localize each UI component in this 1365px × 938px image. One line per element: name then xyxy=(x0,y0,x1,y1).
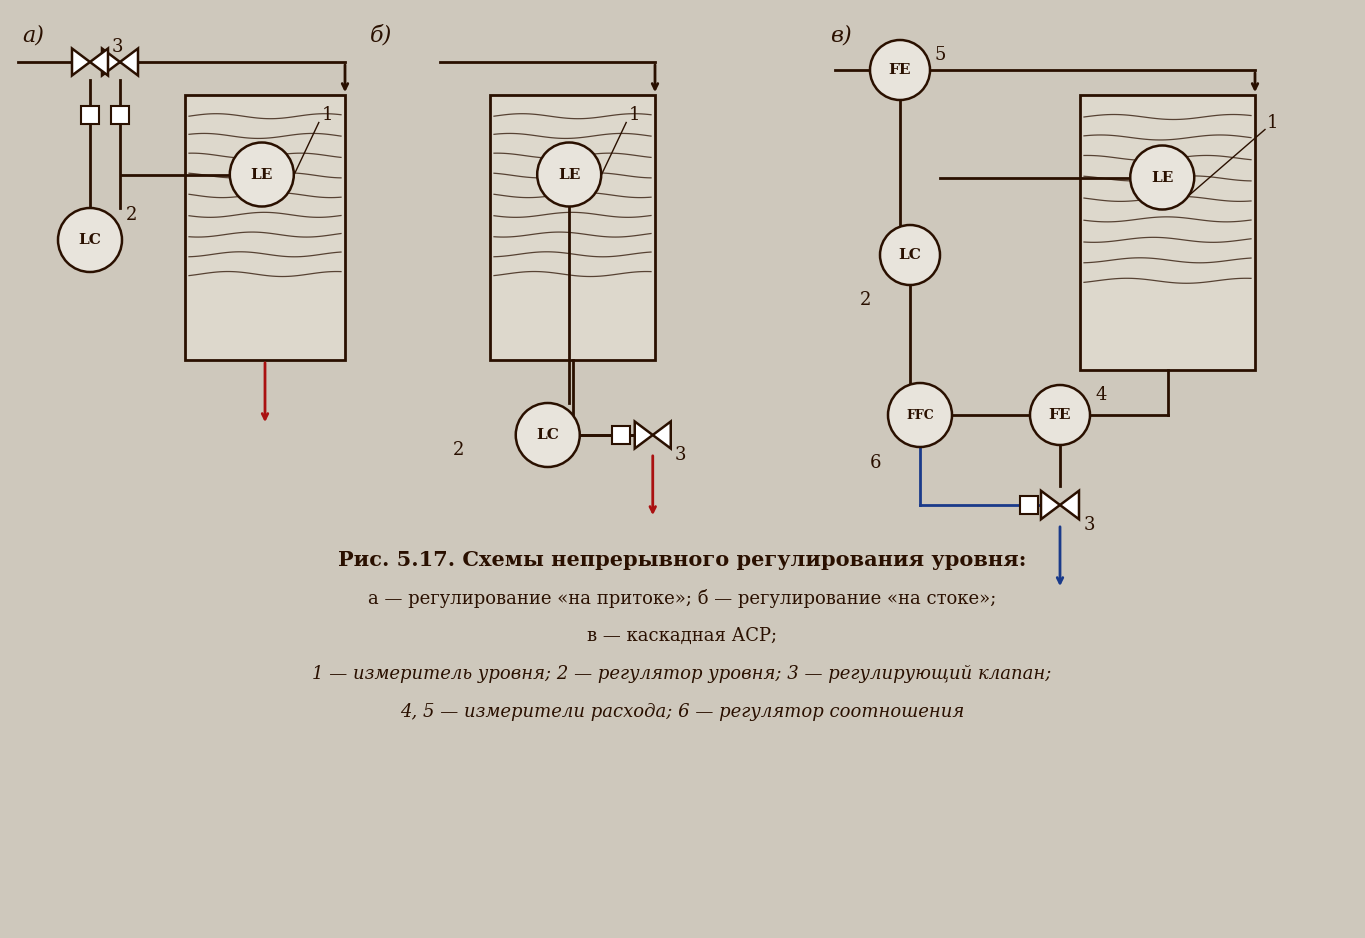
Text: а — регулирование «на притоке»; б — регулирование «на стоке»;: а — регулирование «на притоке»; б — регу… xyxy=(367,588,996,608)
Text: 2: 2 xyxy=(860,291,871,309)
Circle shape xyxy=(1130,145,1194,209)
Text: 2: 2 xyxy=(453,441,464,459)
Circle shape xyxy=(57,208,121,272)
Text: в — каскадная АСР;: в — каскадная АСР; xyxy=(587,627,777,645)
Text: LE: LE xyxy=(1151,171,1174,185)
Text: FE: FE xyxy=(1048,408,1072,422)
Text: в): в) xyxy=(830,24,852,46)
Polygon shape xyxy=(635,421,652,448)
Text: 6: 6 xyxy=(870,454,882,472)
Text: 5: 5 xyxy=(935,46,946,64)
Bar xyxy=(1080,95,1254,370)
Text: 4, 5 — измерители расхода; 6 — регулятор соотношения: 4, 5 — измерители расхода; 6 — регулятор… xyxy=(400,703,964,721)
Circle shape xyxy=(538,143,601,206)
Text: FFC: FFC xyxy=(906,409,934,421)
Polygon shape xyxy=(652,421,670,448)
Text: 1: 1 xyxy=(1267,113,1279,131)
Bar xyxy=(81,106,100,124)
Text: 1: 1 xyxy=(629,105,640,124)
Text: LC: LC xyxy=(79,233,101,247)
Text: LE: LE xyxy=(251,168,273,181)
Circle shape xyxy=(889,383,951,447)
Text: а): а) xyxy=(22,24,44,46)
Bar xyxy=(1020,496,1037,514)
Text: FE: FE xyxy=(889,63,912,77)
Text: LE: LE xyxy=(558,168,580,181)
Bar xyxy=(111,106,130,124)
Text: 4: 4 xyxy=(1095,386,1107,404)
Text: 1: 1 xyxy=(322,105,333,124)
Bar xyxy=(490,95,655,360)
Circle shape xyxy=(1031,385,1091,445)
Bar xyxy=(612,426,629,444)
Text: б): б) xyxy=(370,24,392,46)
Text: LC: LC xyxy=(898,248,921,262)
Text: Рис. 5.17. Схемы непрерывного регулирования уровня:: Рис. 5.17. Схемы непрерывного регулирова… xyxy=(337,550,1026,570)
Text: 3: 3 xyxy=(674,446,687,464)
Polygon shape xyxy=(72,49,90,75)
Text: 1 — измеритель уровня; 2 — регулятор уровня; 3 — регулирующий клапан;: 1 — измеритель уровня; 2 — регулятор уро… xyxy=(313,665,1051,683)
Text: LC: LC xyxy=(536,428,560,442)
Circle shape xyxy=(229,143,293,206)
Text: 3: 3 xyxy=(1084,516,1096,534)
Polygon shape xyxy=(102,49,120,75)
Text: 3: 3 xyxy=(112,38,123,56)
Circle shape xyxy=(516,403,580,467)
Polygon shape xyxy=(1061,491,1078,520)
Circle shape xyxy=(870,40,930,100)
Text: 2: 2 xyxy=(126,206,138,224)
Polygon shape xyxy=(120,49,138,75)
Polygon shape xyxy=(1041,491,1061,520)
Bar xyxy=(186,95,345,360)
Circle shape xyxy=(880,225,940,285)
Polygon shape xyxy=(90,49,108,75)
